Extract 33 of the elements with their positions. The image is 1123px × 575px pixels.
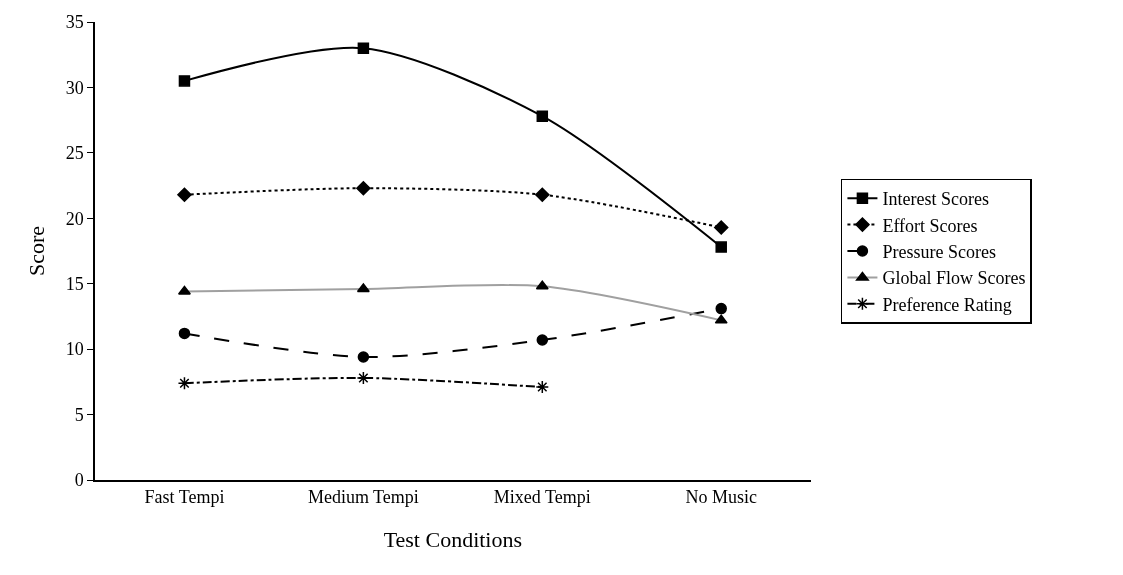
legend-label: Effort Scores [882, 215, 978, 236]
y-tick-label: 25 [65, 143, 84, 164]
point [535, 187, 550, 202]
point [178, 327, 191, 340]
x-tick-label: Fast Tempi [144, 487, 225, 508]
y-axis-title: Score [23, 225, 49, 277]
point [177, 187, 192, 202]
y-tick-label: 30 [65, 77, 84, 98]
legend-label: Preference Rating [882, 294, 1012, 315]
x-axis-title: Test Conditions [383, 526, 523, 552]
point [715, 241, 727, 253]
x-tick-label: No Music [685, 487, 757, 508]
point [713, 220, 729, 235]
y-tick-label: 35 [65, 12, 84, 33]
point [535, 380, 550, 394]
point [357, 42, 370, 54]
y-tick-label: 0 [74, 470, 84, 491]
y-tick-label: 10 [65, 339, 84, 360]
point [357, 351, 370, 363]
point [177, 376, 192, 390]
y-tick-label: 15 [65, 274, 84, 295]
legend-label: Global Flow Scores [882, 268, 1026, 289]
x-tick-label: Medium Tempi [307, 487, 419, 508]
point [356, 180, 371, 196]
point [178, 75, 191, 87]
point [536, 110, 549, 122]
point [536, 334, 549, 346]
legend-label: Pressure Scores [882, 242, 996, 263]
point [715, 302, 727, 315]
legend-label: Interest Scores [882, 189, 989, 210]
y-tick-label: 20 [65, 208, 84, 229]
y-tick-label: 5 [74, 404, 84, 425]
x-tick-label: Mixed Tempi [493, 487, 591, 508]
